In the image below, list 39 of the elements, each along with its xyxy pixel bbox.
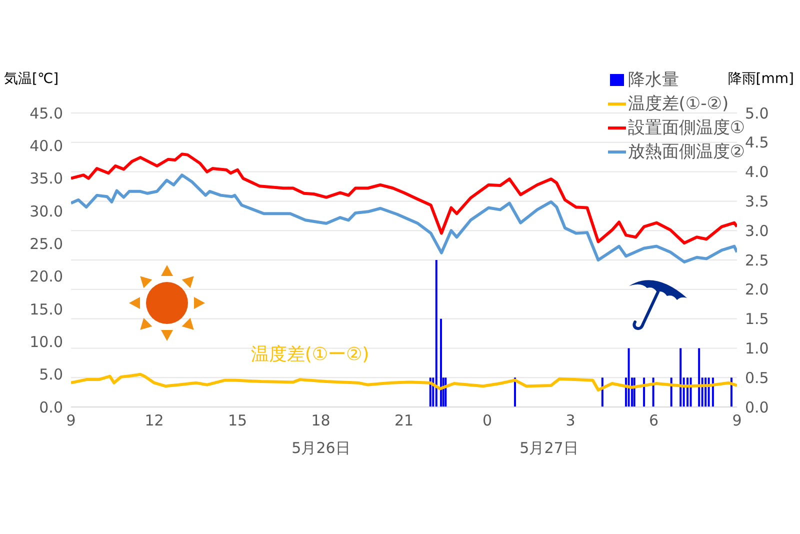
legend-label: 温度差(①-②) xyxy=(628,93,729,116)
y2-tick-label: 5.0 xyxy=(745,104,769,122)
y-tick-label: 0.0 xyxy=(39,398,63,416)
legend-label: 放熱面側温度② xyxy=(628,141,745,164)
y-tick-label: 10.0 xyxy=(30,332,63,351)
text: 5月27日 xyxy=(518,438,580,459)
y-tick-label: 20.0 xyxy=(30,268,63,286)
y2-tick-label: 2.5 xyxy=(745,251,769,270)
y-tick-label: 15.0 xyxy=(30,300,63,318)
y2-tick-label: 3.0 xyxy=(745,222,769,240)
y2-tick-label: 1.0 xyxy=(745,340,769,358)
y2-tick-label: 3.5 xyxy=(745,192,769,211)
y-tick-label: 5.0 xyxy=(39,366,63,384)
y2-tick-label: 1.5 xyxy=(745,310,769,328)
y-tick-label: 40.0 xyxy=(30,136,63,155)
x-tick-label: 9 xyxy=(732,412,742,430)
x-tick-label: 15 xyxy=(228,412,248,430)
y2-tick-label: 0.0 xyxy=(745,398,769,416)
y-tick-label: 35.0 xyxy=(30,170,63,188)
x-tick-label: 18 xyxy=(311,412,330,430)
y2-tick-label: 4.0 xyxy=(745,163,769,182)
y2-tick-label: 2.0 xyxy=(745,280,769,299)
legend-label: 降水量 xyxy=(628,69,679,92)
x-tick-label: 21 xyxy=(394,412,414,430)
x-tick-label: 9 xyxy=(66,412,76,430)
y2-tick-label: 0.5 xyxy=(745,368,769,387)
y2-axis-title: 降雨[mm] xyxy=(728,70,794,88)
x-tick-label: 12 xyxy=(144,412,164,430)
y-axis-title: 気温[℃] xyxy=(4,70,59,88)
x-tick-label: 0 xyxy=(482,412,492,430)
legend-label: 設置面側温度① xyxy=(628,117,745,140)
annotation: 温度差(①ー②) xyxy=(250,344,370,366)
y2-tick-label: 4.5 xyxy=(745,134,769,152)
text: 5月26日 xyxy=(290,438,352,459)
y-tick-label: 30.0 xyxy=(30,202,63,220)
x-tick-label: 3 xyxy=(566,412,576,430)
y-tick-label: 25.0 xyxy=(30,234,63,253)
x-tick-label: 6 xyxy=(648,412,659,430)
y-tick-label: 45.0 xyxy=(30,104,63,122)
